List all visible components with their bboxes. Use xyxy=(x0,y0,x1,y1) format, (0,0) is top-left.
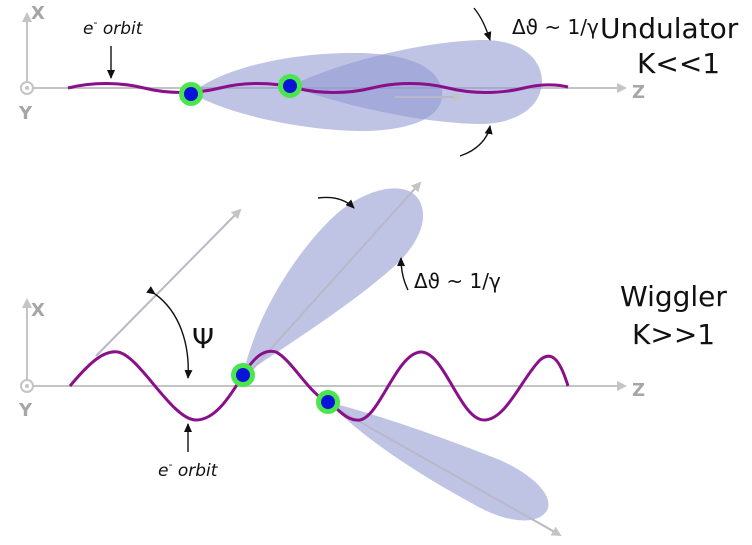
undulator-electron-2 xyxy=(278,74,302,98)
undulator-y-axis-label: Y xyxy=(18,103,33,124)
wiggler-psi-label: Ψ xyxy=(192,322,214,355)
wiggler-orbit-label: e- orbit xyxy=(158,458,219,481)
wiggler-radiation-direction-upper xyxy=(249,181,422,373)
wiggler-title-line1: Wiggler xyxy=(620,280,727,313)
undulator-y-axis-symbol xyxy=(20,81,34,95)
wiggler-radiation-lobe-upper xyxy=(243,188,424,375)
undulator-angle-arrow-top xyxy=(473,7,492,41)
undulator-title-line2: K<<1 xyxy=(637,47,720,80)
undulator-orbit-label: e- orbit xyxy=(83,16,144,39)
wiggler-y-axis-symbol xyxy=(20,379,34,393)
wiggler-x-axis-label: X xyxy=(31,300,45,321)
wiggler-z-axis-label: Z xyxy=(632,380,645,401)
wiggler-radiation-lobe-lower xyxy=(328,402,549,521)
wiggler-psi-angle-arc xyxy=(146,286,193,379)
wiggler-electron-2 xyxy=(316,390,340,414)
undulator-title-line1: Undulator xyxy=(600,12,739,45)
undulator-radiation-lobe-2 xyxy=(290,39,542,124)
wiggler-angle-arrow-top xyxy=(317,196,355,209)
undulator-panel: X Y Z e- orbit Δϑ ~ 1/γ Undulator K<<1 xyxy=(18,3,739,157)
wiggler-y-axis-label: Y xyxy=(18,400,33,421)
wiggler-tangent-reference-line xyxy=(95,208,242,357)
undulator-electron-orbit xyxy=(67,82,569,94)
undulator-angle-label: Δϑ ~ 1/γ xyxy=(512,15,599,39)
undulator-z-axis-label: Z xyxy=(632,82,645,103)
undulator-angle-arrow-bottom xyxy=(459,125,493,157)
wiggler-title-line2: K>>1 xyxy=(632,318,715,351)
undulator-x-axis-label: X xyxy=(31,3,45,24)
wiggler-angle-arrow-bottom xyxy=(397,257,409,291)
wiggler-radiation-direction-lower xyxy=(329,404,562,536)
wiggler-panel: X Y Z Ψ Δϑ ~ 1/γ e- orbit xyxy=(18,181,727,536)
undulator-electron-1 xyxy=(179,82,203,106)
wiggler-angle-label: Δϑ ~ 1/γ xyxy=(414,269,501,293)
wiggler-electron-1 xyxy=(231,363,255,387)
